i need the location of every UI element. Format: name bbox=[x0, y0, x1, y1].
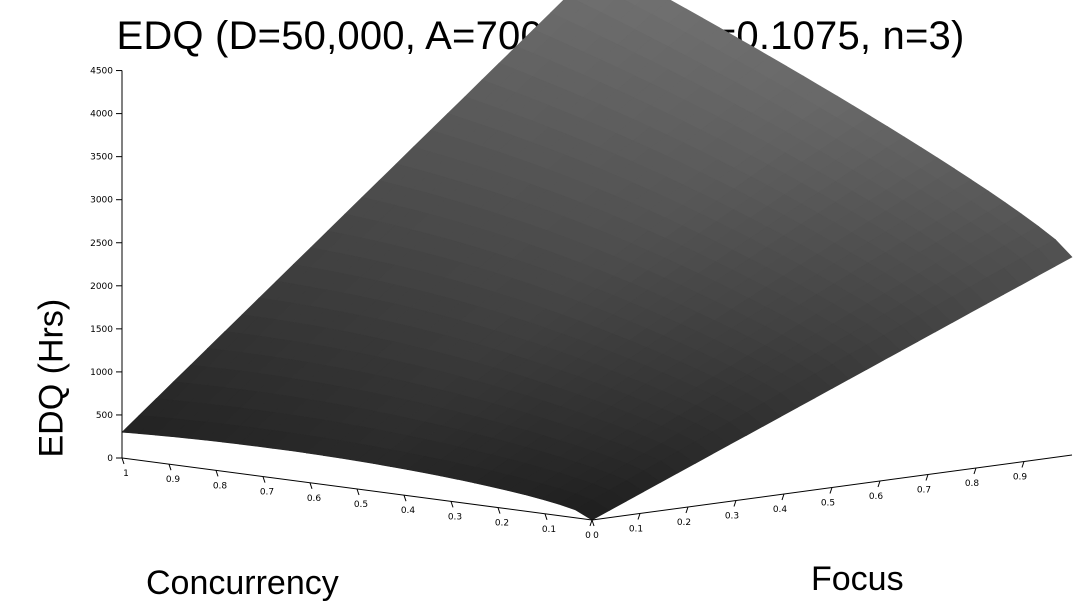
concurrency-tick bbox=[262, 476, 266, 483]
concurrency-tick bbox=[591, 519, 595, 527]
axis-layer: 10.90.80.70.60.50.40.30.20.1000.10.20.30… bbox=[90, 67, 1073, 541]
focus-tick-label: 0.7 bbox=[917, 486, 931, 496]
concurrency-tick bbox=[450, 501, 454, 508]
concurrency-tick-label: 0.5 bbox=[354, 500, 368, 510]
y-axis-title: Focus bbox=[811, 560, 904, 598]
focus-tick bbox=[1021, 461, 1025, 468]
concurrency-tick bbox=[403, 495, 407, 502]
concurrency-tick bbox=[121, 457, 125, 465]
z-tick-label: 3000 bbox=[90, 196, 113, 206]
focus-tick-label: 0.9 bbox=[1013, 473, 1028, 483]
surface-layer bbox=[121, 0, 1073, 521]
focus-tick-label: 0.5 bbox=[821, 499, 835, 509]
z-axis-title: EDQ (Hrs) bbox=[32, 298, 71, 458]
concurrency-tick-label: 0.9 bbox=[166, 475, 181, 485]
focus-tick bbox=[877, 480, 881, 488]
surface-patch bbox=[574, 499, 610, 521]
concurrency-tick bbox=[168, 464, 172, 471]
focus-tick bbox=[733, 500, 737, 507]
focus-tick-label: 0.1 bbox=[629, 525, 643, 535]
focus-tick bbox=[829, 487, 833, 494]
focus-tick-label: 0.4 bbox=[773, 505, 788, 515]
concurrency-tick-label: 0 bbox=[593, 531, 599, 541]
x-axis-title: Concurrency bbox=[146, 564, 339, 602]
focus-tick bbox=[637, 513, 641, 520]
concurrency-tick bbox=[497, 507, 501, 514]
z-tick-label: 1500 bbox=[90, 325, 113, 335]
z-tick-label: 0 bbox=[107, 454, 113, 464]
z-tick-label: 2500 bbox=[90, 239, 113, 249]
concurrency-tick-label: 0.1 bbox=[542, 525, 556, 535]
z-tick-label: 3500 bbox=[90, 153, 113, 163]
concurrency-tick bbox=[215, 470, 219, 477]
concurrency-tick-label: 1 bbox=[123, 469, 129, 479]
concurrency-tick bbox=[544, 513, 548, 520]
focus-tick bbox=[685, 506, 689, 514]
focus-tick-label: 0.3 bbox=[725, 512, 739, 522]
concurrency-tick bbox=[356, 488, 360, 496]
surface-patch bbox=[575, 0, 590, 5]
concurrency-tick-label: 0.2 bbox=[495, 519, 509, 529]
focus-tick-label: 0.2 bbox=[677, 518, 691, 528]
concurrency-tick-label: 0.4 bbox=[401, 506, 416, 516]
focus-tick-label: 0.8 bbox=[965, 479, 980, 489]
focus-tick-label: 0 bbox=[585, 531, 591, 541]
concurrency-tick-label: 0.6 bbox=[307, 494, 322, 504]
surface-patch bbox=[623, 0, 642, 6]
focus-tick bbox=[973, 467, 977, 475]
concurrency-tick-label: 0.8 bbox=[213, 481, 228, 491]
z-tick-label: 500 bbox=[96, 411, 113, 421]
focus-tick-label: 0.6 bbox=[869, 492, 884, 502]
z-tick-label: 1000 bbox=[90, 368, 113, 378]
concurrency-tick-label: 0.7 bbox=[260, 488, 274, 498]
z-tick-label: 2000 bbox=[90, 282, 113, 292]
z-tick-label: 4000 bbox=[90, 110, 113, 120]
z-tick-label: 4500 bbox=[90, 67, 113, 77]
focus-tick bbox=[781, 493, 785, 501]
focus-tick bbox=[589, 519, 593, 527]
focus-tick bbox=[925, 474, 929, 481]
concurrency-tick-label: 0.3 bbox=[448, 512, 462, 522]
concurrency-tick bbox=[309, 482, 313, 489]
